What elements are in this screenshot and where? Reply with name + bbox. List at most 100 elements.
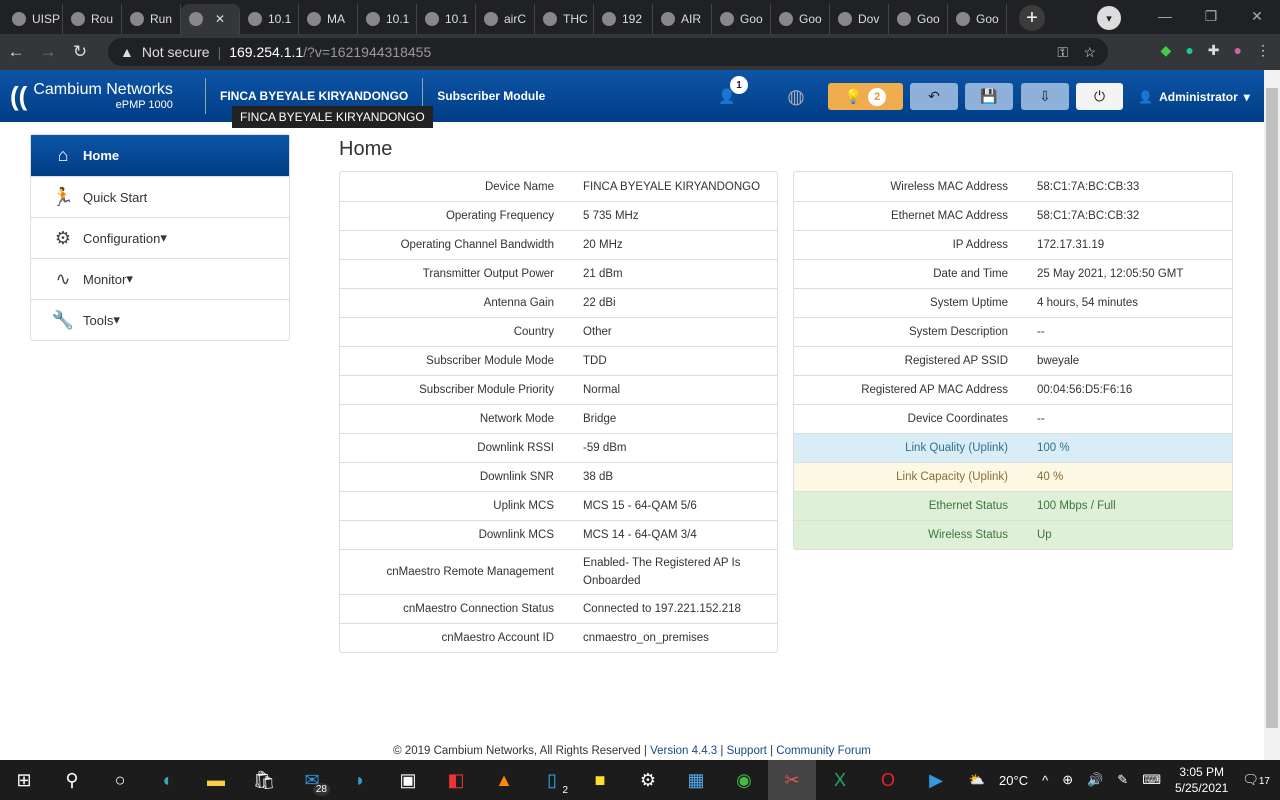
row-label: Wireless Status [928, 529, 1008, 541]
row-label: Downlink SNR [479, 471, 554, 483]
reload-icon[interactable]: ↻ [72, 42, 88, 61]
user-menu[interactable]: 👤 Administrator ▾ [1138, 83, 1250, 110]
forward-icon[interactable]: → [39, 42, 57, 61]
browser-tab[interactable]: THC [535, 4, 594, 34]
profile-avatar[interactable]: ● [1233, 42, 1242, 58]
browser-tab[interactable]: Run [122, 4, 181, 34]
browser-tab[interactable]: ✕ [181, 4, 240, 34]
extension-icon[interactable]: ◆ [1160, 42, 1172, 58]
search-icon[interactable]: ⚲ [65, 769, 79, 790]
row-label: Device Coordinates [907, 413, 1008, 425]
row-label: Transmitter Output Power [422, 268, 554, 280]
browser-tab[interactable]: Goo [889, 4, 948, 34]
menu-icon[interactable]: ⋮ [1256, 42, 1270, 58]
scrollbar[interactable] [1264, 70, 1280, 760]
row-value: -- [1037, 326, 1045, 338]
sidebar-item-tools[interactable]: 🔧 Tools ▾ [31, 299, 289, 340]
row-value: 100 % [1037, 442, 1070, 454]
browser-tab[interactable]: Goo [948, 4, 1007, 34]
favicon-icon [425, 12, 439, 26]
chevron-up-icon[interactable]: ^ [1042, 772, 1049, 788]
globe-icon[interactable]: ◍ [787, 86, 805, 108]
new-tab-button[interactable]: + [1019, 5, 1045, 31]
close-tab-icon[interactable]: ✕ [215, 12, 226, 26]
settings-icon[interactable]: ⚙ [639, 769, 657, 790]
cambium-icon[interactable]: ◗ [354, 769, 366, 790]
restore-button[interactable]: ❐ [1204, 7, 1218, 24]
clock[interactable]: 3:05 PM 5/25/2021 [1175, 764, 1228, 796]
key-icon[interactable]: ⚿ [1057, 43, 1068, 60]
sidebar-item-configuration[interactable]: ⚙ Configuration ▾ [31, 217, 289, 258]
browser-tab[interactable]: UISP [4, 4, 63, 34]
volume-icon[interactable]: 🔊 [1087, 772, 1104, 787]
browser-tab[interactable]: 10.1 [240, 4, 299, 34]
save-button[interactable]: 💾 [965, 83, 1013, 110]
browser-tab[interactable]: 10.1 [358, 4, 417, 34]
users-button[interactable]: 👤 1 [712, 76, 748, 110]
weather-icon[interactable]: ⛅ [968, 772, 986, 787]
browser-tab[interactable]: AIR [653, 4, 712, 34]
browser-tab[interactable]: Dov [830, 4, 889, 34]
minimize-button[interactable]: — [1158, 8, 1172, 24]
close-window-button[interactable]: ✕ [1251, 7, 1263, 24]
browser-tab[interactable]: 192 [594, 4, 653, 34]
support-link[interactable]: Support [726, 745, 767, 757]
sidebar-item-quick-start[interactable]: 🏃 Quick Start [31, 176, 289, 217]
weather-temp[interactable]: 20°C [999, 772, 1029, 788]
browser-tab[interactable]: MA [299, 4, 358, 34]
tab-search-button[interactable]: ▾ [1097, 6, 1121, 30]
terminal-icon[interactable]: ▣ [399, 769, 417, 790]
opera-icon[interactable]: O [880, 769, 895, 790]
scrollbar-thumb[interactable] [1266, 88, 1278, 728]
excel-icon[interactable]: X [833, 769, 846, 790]
vlc-icon[interactable]: ▲ [495, 769, 513, 790]
community-forum-link[interactable]: Community Forum [776, 745, 871, 757]
sticky-notes-icon[interactable]: ■ [594, 769, 606, 790]
media-player-icon[interactable]: ▶ [929, 769, 943, 790]
snipping-tool-icon[interactable]: ✂ [768, 760, 816, 800]
grammarly-icon[interactable]: ● [1185, 42, 1194, 58]
star-icon[interactable]: ☆ [1083, 43, 1096, 60]
browser-tab[interactable]: Goo [771, 4, 830, 34]
back-icon[interactable]: ← [7, 42, 25, 61]
phone-icon[interactable]: ▯ 2 [547, 769, 568, 797]
office-icon[interactable]: ◧ [447, 769, 465, 790]
notifications-icon[interactable]: 🗨17 [1242, 772, 1270, 787]
browser-tab[interactable]: Goo [712, 4, 771, 34]
user-icon: 👤 [718, 88, 736, 104]
edge-icon[interactable]: ◐ [162, 769, 174, 790]
url-input[interactable]: ▲ Not secure | 169.254.1.1/?v=1621944318… [108, 38, 1108, 66]
browser-tab[interactable]: 10.1 [417, 4, 476, 34]
sidebar-item-home[interactable]: ⌂ Home [31, 135, 289, 176]
table-row: Ethernet Status 100 Mbps / Full [794, 491, 1232, 520]
row-value: 40 % [1037, 471, 1064, 483]
version-link[interactable]: Version 4.4.3 [650, 745, 718, 757]
pen-icon[interactable]: ✎ [1117, 772, 1129, 787]
store-icon[interactable]: 🛍 [252, 769, 276, 790]
device-name-tooltip: FINCA BYEYALE KIRYANDONGO [232, 106, 433, 128]
browser-tab[interactable]: airC [476, 4, 535, 34]
row-label: Registered AP MAC Address [861, 384, 1008, 396]
row-label: Link Capacity (Uplink) [896, 471, 1008, 483]
url-path: /?v=1621944318455 [303, 44, 432, 60]
alerts-button[interactable]: 💡 2 [828, 83, 903, 110]
network-icon[interactable]: ⊕ [1062, 772, 1074, 787]
row-value: TDD [583, 355, 607, 367]
row-value: 22 dBi [583, 297, 616, 309]
power-button[interactable]: ⏻ [1076, 83, 1123, 110]
cortana-icon[interactable]: ○ [114, 769, 126, 790]
sidebar-item-monitor[interactable]: ∿ Monitor ▾ [31, 258, 289, 299]
chrome-icon[interactable]: ◉ [736, 769, 752, 790]
start-icon[interactable]: ⊞ [16, 769, 32, 790]
file-explorer-icon[interactable]: ▬ [207, 769, 225, 790]
undo-button[interactable]: ↶ [910, 83, 958, 110]
puzzle-icon[interactable]: ✚ [1207, 42, 1220, 58]
row-label: Registered AP SSID [904, 355, 1008, 367]
browser-tab[interactable]: Rou [63, 4, 122, 34]
apply-button[interactable]: ⇩ [1021, 83, 1069, 110]
mail-icon[interactable]: ✉ 28 [288, 760, 336, 800]
control-panel-icon[interactable]: ▦ [687, 769, 705, 790]
keyboard-icon[interactable]: ⌨ [1142, 772, 1161, 787]
table-row: Wireless MAC Address 58:C1:7A:BC:CB:33 [794, 172, 1232, 201]
row-value: Enabled- The Registered AP Is Onboarded [583, 557, 741, 587]
